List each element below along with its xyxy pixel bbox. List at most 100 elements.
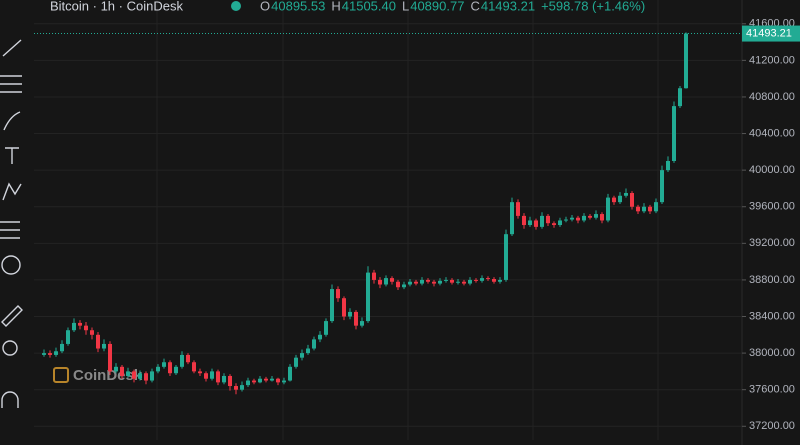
candle-body [174, 366, 178, 374]
candle-body [330, 289, 334, 322]
last-price-box [742, 25, 800, 42]
candle-body [522, 215, 526, 226]
symbol-title: Bitcoin · 1h · CoinDesk [50, 0, 183, 13]
change-label: +598.78 (+1.46%) [541, 0, 645, 13]
candle-body [126, 371, 130, 376]
candle-body [96, 334, 100, 349]
watermark: CoinDesk [53, 367, 143, 384]
candle-body [570, 217, 574, 220]
y-tick-label: 38000.00 [749, 347, 795, 359]
candle-body [540, 215, 544, 227]
candle-body [396, 281, 400, 288]
tool-fib[interactable] [0, 75, 22, 93]
candle-body [288, 366, 292, 381]
legend-header: Bitcoin · 1h · CoinDesk O 40895.53 H 41505.… [50, 0, 645, 13]
candle-body [78, 322, 82, 326]
ohlc-letter: H [331, 0, 340, 13]
candle-body [204, 373, 208, 379]
candle-body [516, 202, 520, 216]
candle-body [156, 366, 160, 372]
candle-body [186, 354, 190, 363]
watermark-logo [53, 367, 69, 383]
candle-body [564, 219, 568, 221]
candle-body [504, 234, 508, 280]
candle-body [666, 160, 670, 171]
candle-body [168, 362, 172, 374]
candle-body [492, 279, 496, 282]
candle-body [660, 170, 664, 203]
candle-body [510, 202, 514, 235]
y-tick-label: 38800.00 [749, 274, 795, 286]
candle-body [630, 193, 634, 207]
candle-body [198, 371, 202, 374]
candle-body [54, 351, 58, 355]
candle-body [528, 220, 532, 226]
tool-magnet[interactable] [1, 391, 19, 408]
candle-body [162, 362, 166, 367]
candle-body [72, 322, 76, 331]
candle-body [678, 88, 682, 107]
candle-body [114, 366, 118, 372]
candle-body [588, 215, 592, 218]
candle-body [600, 214, 604, 221]
candle-body [252, 380, 256, 383]
candle-body [378, 279, 382, 285]
candle-body [420, 279, 424, 284]
candle-body [246, 380, 250, 386]
ohlc-letter: O [260, 0, 270, 13]
candle-body [210, 371, 214, 379]
candle-body [384, 278, 388, 285]
y-tick-label: 37200.00 [749, 420, 795, 432]
y-tick-label: 37600.00 [749, 384, 795, 396]
toolbar [0, 0, 34, 445]
candle-body [462, 281, 466, 284]
candle-body [426, 279, 430, 282]
candle-body [438, 280, 442, 284]
candle-body [312, 339, 316, 349]
y-tick-label: 40800.00 [749, 91, 795, 103]
tool-zoom[interactable] [2, 340, 18, 356]
candle-body [414, 281, 418, 284]
candle-body [300, 353, 304, 358]
candle-body [546, 215, 550, 224]
tool-brush[interactable] [3, 111, 21, 131]
price-axis: 37200.00 37600.00 38000.00 38400.00 38800.00… [742, 18, 800, 432]
tool-forecast[interactable] [0, 221, 20, 239]
candle-body [258, 378, 262, 383]
candle-body [120, 366, 124, 376]
candle-body [60, 343, 64, 352]
tool-pattern[interactable] [2, 182, 22, 201]
status-dot [231, 1, 241, 11]
tool-emoji[interactable] [1, 255, 21, 275]
candle-body [366, 272, 370, 322]
candle-body [372, 272, 376, 280]
y-tick-label: 39200.00 [749, 237, 795, 249]
ohlc-letter: L [402, 0, 409, 13]
y-tick-label: 40400.00 [749, 127, 795, 139]
y-tick-label: 40000.00 [749, 164, 795, 176]
candle-body [216, 371, 220, 383]
time-grid [156, 0, 659, 440]
candle-body [648, 206, 652, 212]
candle-body [360, 321, 364, 326]
last-price-label: 41493.21 [746, 27, 792, 39]
tool-text[interactable] [5, 147, 19, 164]
candle-body [270, 378, 274, 381]
candle-body [642, 206, 646, 212]
candle-body [558, 220, 562, 226]
candle-body [498, 279, 502, 282]
candle-body [234, 386, 238, 390]
candle-body [468, 279, 472, 284]
candle-body [66, 330, 70, 344]
candle-body [402, 284, 406, 288]
tool-line[interactable] [2, 39, 22, 57]
candle-body [192, 362, 196, 372]
candle-body [408, 281, 412, 285]
candle-body [618, 195, 622, 203]
candle-body [276, 378, 280, 383]
tool-ruler[interactable] [1, 305, 23, 327]
ohlc-value: 41505.40 [342, 0, 396, 13]
candle-body [222, 375, 226, 383]
ohlc-value: 41493.21 [481, 0, 535, 13]
candle-body [150, 371, 154, 381]
